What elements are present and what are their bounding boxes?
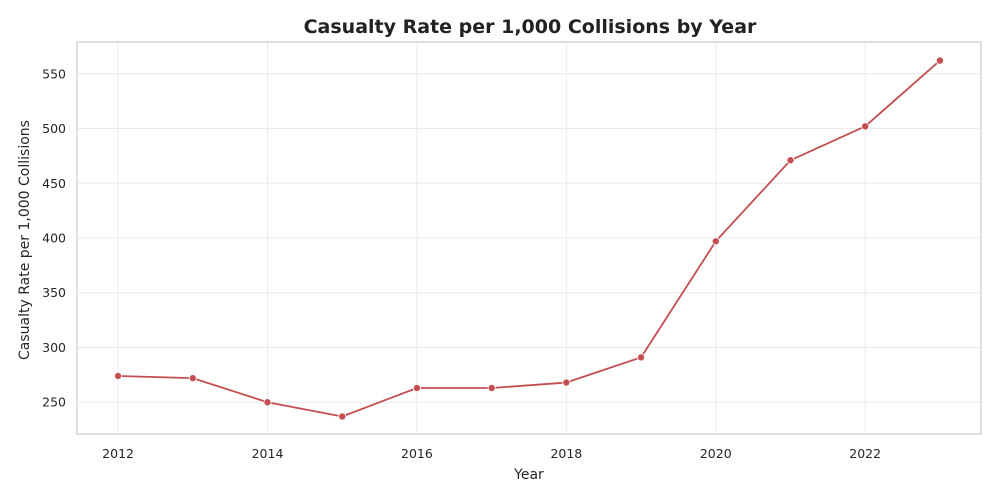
y-tick-label: 500 (42, 121, 66, 136)
series-line (118, 59, 941, 418)
data-point (263, 398, 272, 407)
data-point (487, 384, 496, 393)
y-tick-label: 300 (42, 340, 66, 355)
y-axis-ticks: 250 300 350 400 450 500 550 (42, 66, 66, 409)
x-tick-label: 2018 (550, 446, 582, 461)
y-tick-label: 400 (42, 231, 66, 246)
y-tick-label: 250 (42, 395, 66, 410)
data-point (188, 374, 197, 383)
y-axis-label: Casualty Rate per 1,000 Collisions (17, 120, 33, 360)
chart-title: Casualty Rate per 1,000 Collisions by Ye… (304, 16, 757, 38)
x-axis-label: Year (513, 467, 544, 483)
x-axis-ticks: 2012 2014 2016 2018 2020 2022 (102, 446, 881, 461)
data-point (338, 412, 347, 421)
grid (77, 42, 981, 434)
x-tick-label: 2020 (700, 446, 732, 461)
data-point (562, 378, 571, 387)
data-point (786, 156, 795, 165)
data-point (935, 56, 944, 65)
data-point (861, 122, 870, 131)
series-layer (114, 56, 944, 421)
y-tick-label: 350 (42, 285, 66, 300)
data-point (711, 237, 720, 246)
data-point (114, 371, 123, 380)
x-tick-label: 2014 (252, 446, 284, 461)
y-tick-label: 450 (42, 176, 66, 191)
plot-frame (76, 41, 982, 435)
x-tick-label: 2022 (849, 446, 881, 461)
data-point (412, 384, 421, 393)
data-point (637, 353, 646, 362)
y-tick-label: 550 (42, 66, 66, 81)
x-tick-label: 2012 (102, 446, 134, 461)
x-tick-label: 2016 (401, 446, 433, 461)
